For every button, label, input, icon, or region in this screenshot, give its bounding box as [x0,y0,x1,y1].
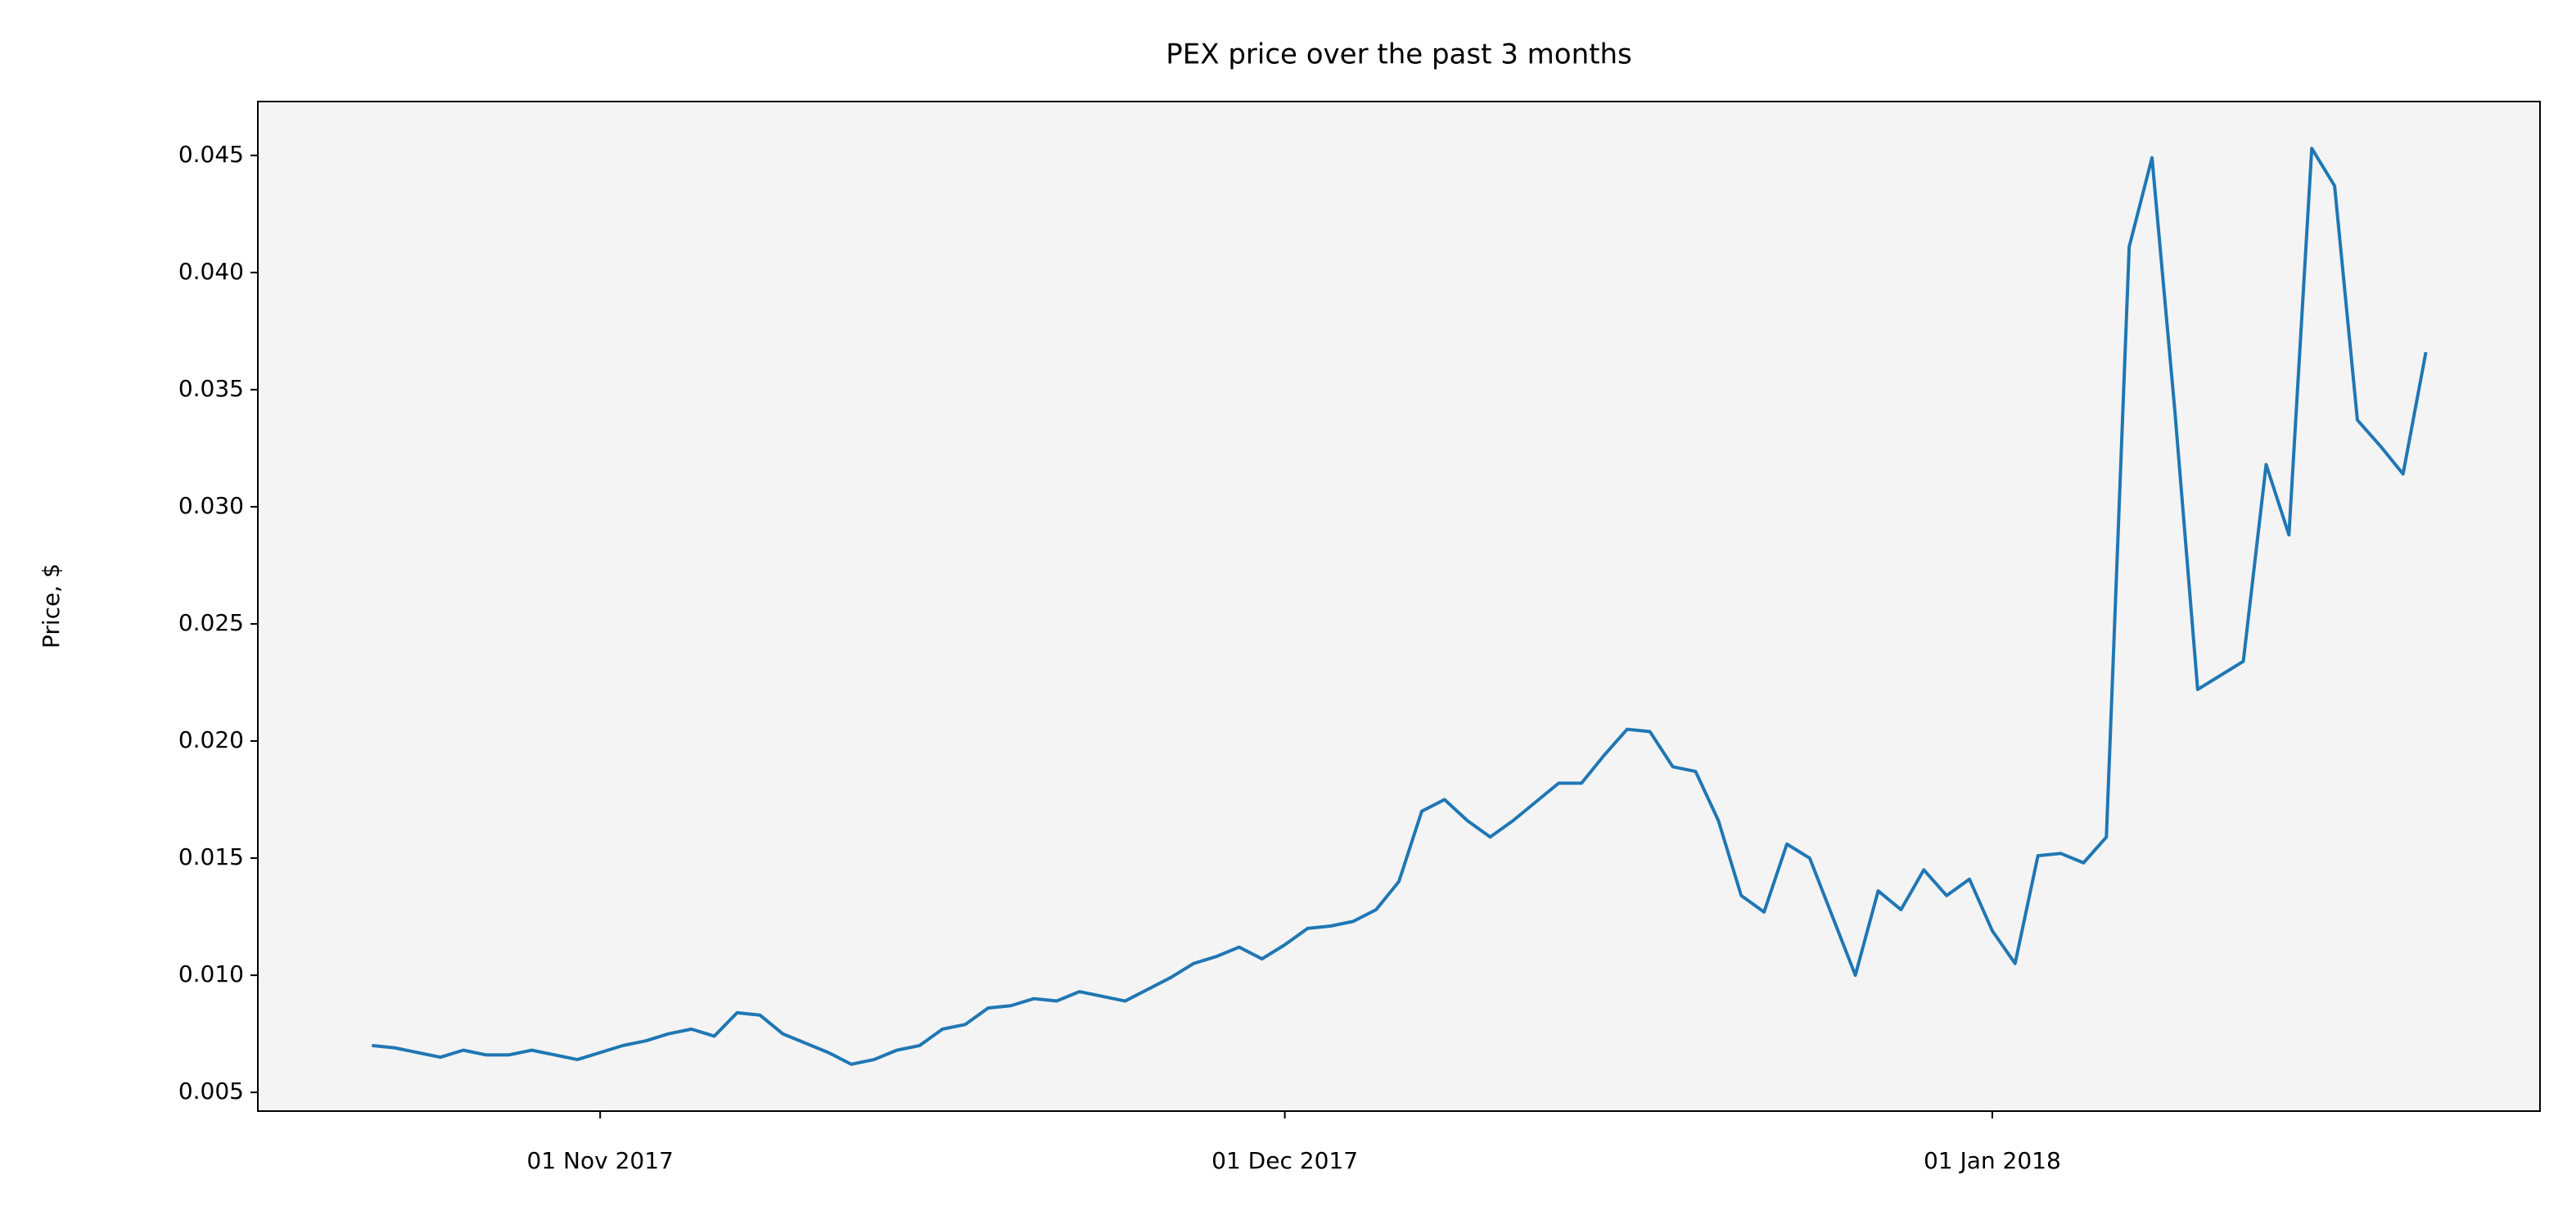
price-line [372,147,2428,1066]
x-tick-label: 01 Dec 2017 [1211,1147,1358,1174]
chart-title: PEX price over the past 3 months [1166,38,1632,71]
y-tick-label: 0.010 [178,960,244,987]
x-tick-label: 01 Jan 2018 [1924,1147,2061,1174]
y-axis-label: Price, $ [38,563,65,648]
y-tick-label: 0.030 [178,492,244,519]
y-tick-label: 0.035 [178,375,244,402]
plot-area [258,102,2540,1111]
axes-frame [257,101,2541,1112]
y-tick-label: 0.040 [178,258,244,285]
y-tick-label: 0.020 [178,726,244,753]
y-tick-label: 0.025 [178,609,244,636]
y-tick-label: 0.045 [178,141,244,168]
x-tick-label: 01 Nov 2017 [527,1147,674,1174]
y-tick-label: 0.015 [178,843,244,870]
y-tick-label: 0.005 [178,1078,244,1105]
